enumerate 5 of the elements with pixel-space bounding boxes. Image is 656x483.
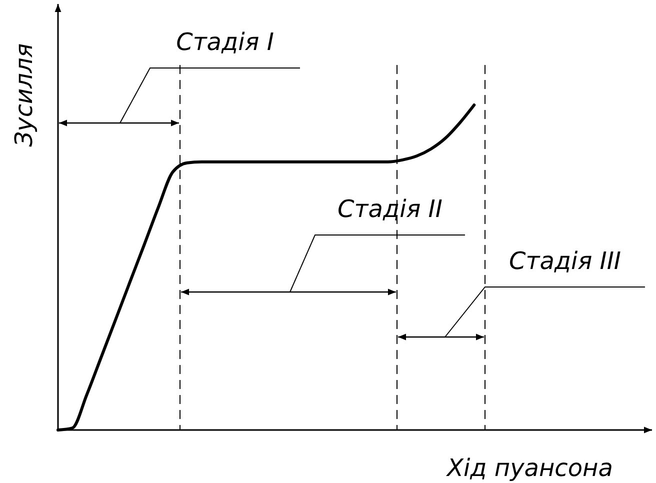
text: Стадія I [176,28,274,56]
x-axis-title: Хід пуансона [445,454,613,482]
annotation: Стадія II [338,195,442,223]
annotation: Стадія III [508,247,622,275]
y-axis-title: Зусилля [10,43,38,147]
